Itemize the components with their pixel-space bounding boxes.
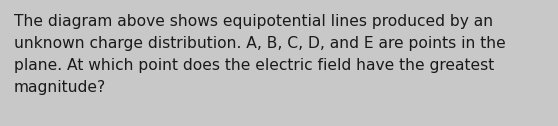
Text: plane. At which point does the electric field have the greatest: plane. At which point does the electric …: [14, 58, 494, 73]
Text: The diagram above shows equipotential lines produced by an: The diagram above shows equipotential li…: [14, 14, 493, 29]
Text: unknown charge distribution. A, B, C, D, and E are points in the: unknown charge distribution. A, B, C, D,…: [14, 36, 506, 51]
Text: magnitude?: magnitude?: [14, 80, 106, 95]
